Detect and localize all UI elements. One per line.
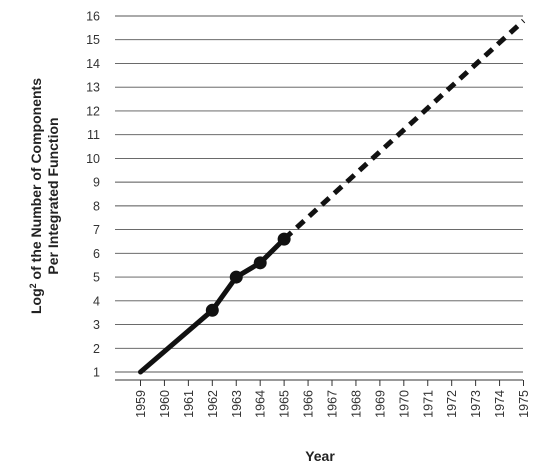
x-tick-label: 1975 <box>517 390 531 418</box>
x-tick-label: 1967 <box>326 390 340 418</box>
y-axis-label-line2: Per Integrated Function <box>45 117 61 274</box>
y-tick-label: 1 <box>93 366 100 380</box>
y-tick-label: 12 <box>86 104 100 118</box>
grid-lines <box>115 15 523 381</box>
y-tick-label: 2 <box>93 342 100 356</box>
x-tick-labels: 1959 1960 1961 1962 1963 1964 1965 1966 1967 1968… <box>134 380 531 418</box>
y-axis-label: Log2 of the Number of Components Per Int… <box>28 78 61 314</box>
y-tick-label: 13 <box>86 81 100 95</box>
y-tick-label: 15 <box>86 33 100 47</box>
x-tick-label: 1959 <box>134 390 148 418</box>
y-axis-label-rest: of the Number of Components <box>28 78 44 284</box>
y-axis-label-prefix: Log <box>28 288 44 314</box>
y-tick-label: 14 <box>86 57 100 71</box>
y-tick-label: 4 <box>93 294 100 308</box>
x-axis-label: Year <box>305 448 335 464</box>
x-tick-label: 1969 <box>373 390 387 418</box>
y-tick-label: 16 <box>86 10 100 24</box>
x-tick-label: 1960 <box>158 390 172 418</box>
y-axis-label-sup: 2 <box>28 283 38 288</box>
data-point <box>229 270 243 284</box>
projection-line <box>282 18 526 241</box>
x-tick-label: 1973 <box>469 390 483 418</box>
y-tick-label: 5 <box>93 271 100 285</box>
y-tick-label: 9 <box>93 176 100 190</box>
x-tick-label: 1968 <box>349 390 363 418</box>
x-tick-label: 1970 <box>397 390 411 418</box>
x-tick-label: 1971 <box>421 390 435 418</box>
x-tick-label: 1963 <box>230 390 244 418</box>
plot-area <box>138 18 526 375</box>
data-point <box>205 303 219 317</box>
y-tick-label: 8 <box>93 199 100 213</box>
x-tick-label: 1966 <box>302 390 316 418</box>
y-tick-label: 3 <box>93 318 100 332</box>
data-point <box>253 256 267 270</box>
y-tick-label: 10 <box>86 152 100 166</box>
x-tick-label: 1972 <box>445 390 459 418</box>
x-tick-label: 1964 <box>254 390 268 418</box>
x-tick-label: 1965 <box>278 390 292 418</box>
x-tick-label: 1962 <box>206 390 220 418</box>
x-tick-label: 1974 <box>493 390 507 418</box>
y-axis-label-line1: Log2 of the Number of Components <box>28 78 44 314</box>
y-tick-label: 11 <box>87 128 100 142</box>
y-tick-label: 7 <box>93 223 100 237</box>
x-tick-label: 1961 <box>182 390 196 418</box>
y-tick-label: 6 <box>93 247 100 261</box>
